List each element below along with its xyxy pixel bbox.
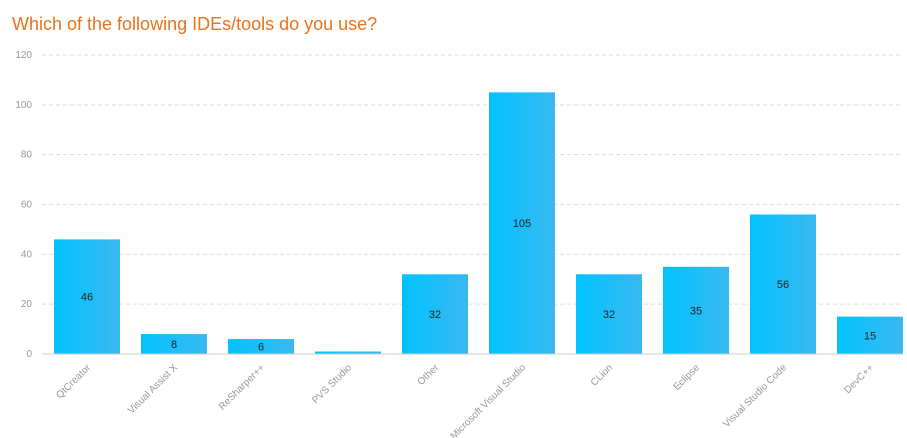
x-category-label: CLion: [589, 362, 615, 388]
y-tick-label: 100: [15, 100, 32, 111]
x-category-label: Microsoft Visual Studio: [449, 362, 529, 438]
y-tick-label: 0: [26, 349, 32, 360]
bar-value-label: 105: [513, 218, 531, 230]
bar-value-label: 32: [603, 309, 615, 321]
bars: [54, 92, 903, 354]
bar: [663, 266, 729, 354]
y-tick-label: 40: [21, 249, 33, 260]
bar-value-label: 8: [171, 339, 177, 351]
x-category-label: Visual Assist X: [126, 362, 180, 416]
y-tick-label: 80: [21, 150, 33, 161]
x-category-label: Other: [416, 362, 442, 388]
x-category-label: ReSharper++: [217, 362, 267, 412]
y-axis-ticks: 0 20 40 60 80 100 120: [15, 50, 32, 360]
y-tick-label: 60: [21, 200, 33, 211]
x-axis-categories: QtCreator Visual Assist X ReSharper++ PVS S…: [54, 362, 876, 438]
bar: [228, 339, 294, 354]
y-tick-label: 120: [15, 50, 32, 61]
data-labels: 46 8 6 32 105 32 35 56 15: [81, 218, 876, 353]
x-category-label: Visual Studio Code: [721, 362, 789, 430]
bar: [750, 214, 816, 354]
bar: [54, 239, 120, 354]
chart-title: Which of the following IDEs/tools do you…: [12, 14, 378, 34]
x-category-label: QtCreator: [54, 362, 93, 401]
bar-value-label: 32: [429, 309, 441, 321]
bar: [837, 316, 903, 354]
bar-value-label: 46: [81, 292, 93, 304]
bar-value-label: 56: [777, 279, 789, 291]
bar: [489, 92, 555, 354]
x-category-label: Eclipse: [672, 362, 703, 393]
x-category-label: DevC++: [842, 362, 876, 396]
bar: [402, 274, 468, 354]
bar-value-label: 6: [258, 342, 264, 354]
x-category-label: PVS Studio: [310, 362, 354, 406]
bar: [576, 274, 642, 354]
y-tick-label: 20: [21, 299, 33, 310]
bar-value-label: 15: [864, 330, 876, 342]
bar-value-label: 35: [690, 305, 702, 317]
bar: [315, 351, 381, 354]
bar: [141, 334, 207, 354]
